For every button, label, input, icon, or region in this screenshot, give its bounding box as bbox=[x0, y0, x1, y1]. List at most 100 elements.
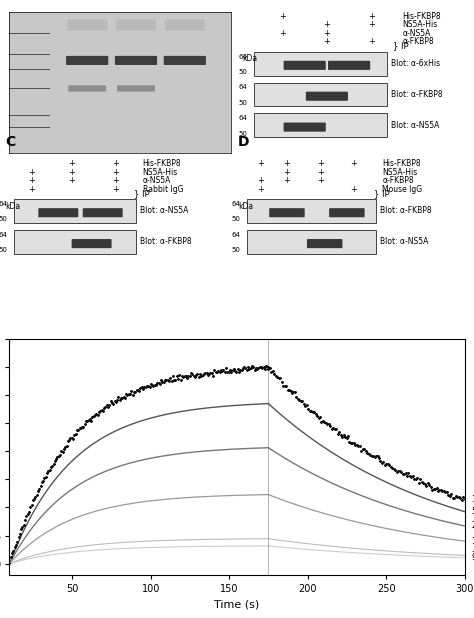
Text: 960 nM: 960 nM bbox=[473, 553, 474, 562]
Text: +: + bbox=[323, 37, 330, 46]
Text: His-FKBP8: His-FKBP8 bbox=[143, 159, 181, 169]
Text: α-NS5A: α-NS5A bbox=[143, 176, 171, 185]
Text: +: + bbox=[279, 29, 286, 38]
Text: +: + bbox=[28, 176, 35, 185]
FancyBboxPatch shape bbox=[68, 85, 106, 91]
Text: 50: 50 bbox=[0, 247, 7, 253]
Text: 64: 64 bbox=[238, 116, 247, 121]
Text: 1150 nM: 1150 nM bbox=[473, 496, 474, 504]
Text: α-NS5A: α-NS5A bbox=[402, 29, 431, 38]
FancyBboxPatch shape bbox=[117, 85, 155, 91]
Text: α-FKBP8: α-FKBP8 bbox=[383, 176, 414, 185]
Text: kDa: kDa bbox=[238, 201, 253, 211]
Text: 50: 50 bbox=[238, 69, 247, 75]
Text: Blot: α-NS5A: Blot: α-NS5A bbox=[140, 206, 189, 216]
Text: +: + bbox=[279, 12, 286, 21]
FancyBboxPatch shape bbox=[307, 239, 342, 248]
Bar bbox=[14, 230, 136, 254]
FancyBboxPatch shape bbox=[329, 208, 365, 218]
Text: Mouse IgG: Mouse IgG bbox=[383, 185, 422, 193]
Text: Blot: α-6xHis: Blot: α-6xHis bbox=[391, 59, 440, 68]
Bar bbox=[247, 230, 376, 254]
Text: Blot: α-FKBP8: Blot: α-FKBP8 bbox=[380, 206, 432, 216]
Text: +: + bbox=[317, 176, 324, 185]
Bar bbox=[14, 199, 136, 223]
FancyBboxPatch shape bbox=[67, 19, 107, 31]
Bar bbox=[254, 83, 387, 106]
Text: 72 nM: 72 nM bbox=[473, 551, 474, 560]
Text: +: + bbox=[257, 185, 264, 193]
Text: 50: 50 bbox=[231, 247, 240, 253]
FancyBboxPatch shape bbox=[115, 56, 157, 65]
Text: +: + bbox=[283, 159, 291, 169]
Text: 64: 64 bbox=[238, 85, 247, 90]
Text: kDa: kDa bbox=[243, 54, 258, 63]
FancyBboxPatch shape bbox=[38, 208, 78, 218]
Text: } IP: } IP bbox=[374, 189, 389, 198]
Text: 64: 64 bbox=[0, 232, 7, 238]
Text: Rabbit IgG: Rabbit IgG bbox=[143, 185, 183, 193]
Text: 575 nM: 575 nM bbox=[473, 507, 474, 516]
FancyBboxPatch shape bbox=[83, 208, 123, 218]
Text: +: + bbox=[283, 168, 291, 177]
Text: +: + bbox=[113, 168, 119, 177]
FancyBboxPatch shape bbox=[164, 56, 206, 65]
Text: C: C bbox=[5, 135, 15, 148]
FancyBboxPatch shape bbox=[72, 239, 111, 248]
Text: +: + bbox=[368, 12, 375, 21]
Text: His-FKBP8: His-FKBP8 bbox=[402, 12, 441, 21]
Text: +: + bbox=[68, 159, 75, 169]
Text: +: + bbox=[28, 185, 35, 193]
Text: +: + bbox=[368, 37, 375, 46]
Text: } IP: } IP bbox=[134, 189, 149, 198]
Text: +: + bbox=[257, 159, 264, 169]
Text: kDa: kDa bbox=[5, 201, 20, 211]
Text: +: + bbox=[113, 159, 119, 169]
Text: 64: 64 bbox=[238, 54, 247, 59]
Text: 64: 64 bbox=[231, 201, 240, 207]
Text: +: + bbox=[113, 176, 119, 185]
Text: +: + bbox=[350, 159, 357, 169]
Text: 50: 50 bbox=[0, 216, 7, 222]
FancyBboxPatch shape bbox=[269, 208, 305, 218]
Text: +: + bbox=[113, 185, 119, 193]
Text: Blot: α-FKBP8: Blot: α-FKBP8 bbox=[391, 90, 443, 99]
Text: +: + bbox=[68, 168, 75, 177]
Text: 64: 64 bbox=[0, 201, 7, 207]
Text: 1: 1 bbox=[84, 0, 90, 1]
Text: α-FKBP8: α-FKBP8 bbox=[402, 37, 434, 46]
Text: 288 nM: 288 nM bbox=[473, 522, 474, 530]
FancyBboxPatch shape bbox=[66, 56, 108, 65]
Text: +: + bbox=[368, 20, 375, 30]
Text: D: D bbox=[238, 135, 250, 148]
Text: 2: 2 bbox=[133, 0, 139, 1]
Text: NS5A-His: NS5A-His bbox=[143, 168, 178, 177]
FancyBboxPatch shape bbox=[283, 122, 326, 132]
Text: 50: 50 bbox=[238, 131, 247, 137]
Text: } IP: } IP bbox=[393, 41, 409, 51]
Bar bbox=[254, 114, 387, 137]
FancyBboxPatch shape bbox=[165, 19, 205, 31]
Text: +: + bbox=[28, 168, 35, 177]
Text: +: + bbox=[317, 159, 324, 169]
FancyBboxPatch shape bbox=[306, 91, 348, 101]
Text: +: + bbox=[68, 176, 75, 185]
Text: 64: 64 bbox=[231, 232, 240, 238]
Text: Blot: α-NS5A: Blot: α-NS5A bbox=[380, 237, 428, 247]
Text: Blot: α-NS5A: Blot: α-NS5A bbox=[391, 121, 440, 130]
Text: NS5A-His: NS5A-His bbox=[383, 168, 418, 177]
Text: +: + bbox=[350, 185, 357, 193]
Text: +: + bbox=[323, 29, 330, 38]
Text: NS5A-His: NS5A-His bbox=[402, 20, 438, 30]
Bar bbox=[247, 199, 376, 223]
Text: +: + bbox=[317, 168, 324, 177]
X-axis label: Time (s): Time (s) bbox=[214, 599, 260, 609]
Text: 144 nM: 144 nM bbox=[473, 536, 474, 546]
Text: +: + bbox=[283, 176, 291, 185]
Text: His-FKBP8: His-FKBP8 bbox=[383, 159, 421, 169]
Text: Blot: α-FKBP8: Blot: α-FKBP8 bbox=[140, 237, 192, 247]
Text: 50: 50 bbox=[238, 100, 247, 106]
FancyBboxPatch shape bbox=[283, 61, 326, 70]
FancyBboxPatch shape bbox=[116, 19, 156, 31]
FancyBboxPatch shape bbox=[328, 61, 370, 70]
